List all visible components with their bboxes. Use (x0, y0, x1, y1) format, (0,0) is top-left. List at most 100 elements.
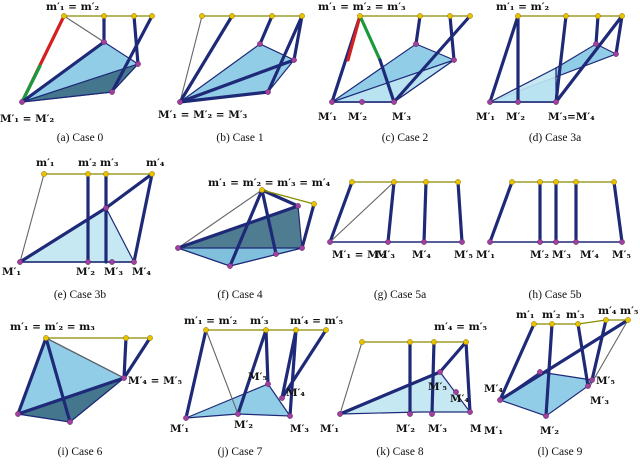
point-label: M′₁ (2, 266, 21, 278)
top-vertex (349, 179, 355, 185)
point-label: M′₁ = M′₂ (332, 249, 386, 261)
bottom-vertex (265, 381, 271, 387)
strut-line (20, 40, 106, 104)
point-label: M′₄ (450, 393, 469, 405)
point-label: M′₂ (76, 266, 95, 278)
strut-line (177, 189, 263, 249)
point-label: M′₄ (286, 387, 305, 399)
top-vertex (259, 187, 265, 193)
bottom-vertex (467, 409, 473, 415)
strut-line (44, 336, 72, 424)
plane-face (177, 247, 303, 267)
strut-line (178, 58, 296, 104)
panel-caption: (h) Case 5b (528, 289, 581, 301)
panel-caption: (k) Case 8 (376, 446, 424, 458)
top-vertex (537, 179, 543, 185)
point-label: M′₃ (376, 249, 395, 261)
bottom-vertex (585, 383, 591, 389)
strut-line (378, 58, 396, 104)
top-vertex (625, 317, 631, 323)
strut-line (16, 376, 126, 416)
strut-line (260, 188, 300, 208)
top-vertex (509, 179, 515, 185)
top-vertex (467, 13, 473, 19)
point-label: M′₄ = M′₅ (128, 375, 182, 387)
panel-caption: (i) Case 6 (58, 446, 103, 458)
strut-line (122, 336, 128, 380)
point-label: m′₁ = m′₂ (184, 315, 237, 327)
point-label: m′₄ (146, 157, 165, 169)
strut-line (358, 14, 382, 62)
point-label: M′₄ (412, 249, 431, 261)
top-vertex (417, 13, 423, 19)
panel-case-5a: M′₁ = M′₂M′₃ M′₄ M′₅ (g) Case 5a (327, 179, 473, 301)
top-vertex (263, 327, 269, 333)
point-label: M (470, 423, 482, 435)
point-label: M′₃ (552, 249, 571, 261)
bottom-vertex (279, 395, 285, 401)
bottom-vertex (413, 41, 419, 47)
strut-line (178, 90, 270, 104)
strut-line (122, 336, 152, 380)
point-label: m′₃ (100, 157, 119, 169)
top-vertex (299, 13, 305, 19)
top-vertex (43, 335, 49, 341)
bottom-vertex (421, 239, 427, 245)
bottom-vertex (337, 411, 343, 417)
bottom-vertex (287, 413, 293, 419)
bottom-vertex (543, 413, 549, 419)
point-label: M′₄ (484, 383, 503, 395)
top-vertex (131, 13, 137, 19)
strut-line (205, 329, 239, 415)
top-vertex (101, 13, 107, 19)
bottom-vertex (227, 263, 233, 269)
top-vertex (293, 327, 299, 333)
point-label: m′₄ = m′₅ (290, 315, 343, 327)
panel-case-9: m′₁ m′₂ m′₃ m′₄ m′₅ M′₄ M′₅ M′₃ M′₁ M′₂ (l) Case 9 (484, 305, 639, 458)
bottom-vertex (17, 259, 23, 265)
strut-line (576, 322, 590, 388)
top-vertex (595, 13, 601, 19)
top-vertex (199, 13, 205, 19)
bottom-vertex (453, 389, 459, 395)
bottom-vertex (537, 239, 543, 245)
bottom-vertex (613, 51, 619, 57)
bottom-vertex (265, 89, 271, 95)
bottom-vertex (299, 245, 305, 251)
point-label: m′₁ (516, 309, 534, 321)
strut-line (179, 15, 203, 103)
top-vertex (549, 321, 555, 327)
bottom-vertex (19, 99, 25, 105)
point-label: M′₂ (530, 249, 549, 261)
bottom-vertex (135, 61, 141, 67)
strut-line (339, 341, 363, 415)
top-vertex (575, 321, 581, 327)
point-label: M′₂ (540, 425, 559, 437)
strut-line (260, 188, 278, 256)
strut-line (132, 172, 154, 264)
panel-case-7: m′₁ = m′₂ m′₃ m′₄ = m′₅ M′₅ M′₄ M′₁ M′₂ M′₃ (j) … (170, 315, 343, 458)
point-label: M′₃ (590, 395, 609, 407)
point-label: M′₅ (596, 375, 615, 387)
point-label: M′₃ (290, 423, 309, 435)
bottom-vertex (407, 411, 413, 417)
bottom-vertex (391, 99, 397, 105)
point-label: m′₁ = m′₂ (496, 1, 549, 13)
strut-line (594, 14, 600, 46)
panel-caption: (c) Case 2 (382, 132, 429, 144)
bottom-vertex (487, 239, 493, 245)
strut-line (456, 180, 464, 244)
bottom-vertex (515, 99, 521, 105)
strut-line (422, 180, 428, 244)
top-vertex (103, 171, 109, 177)
strut-line (236, 328, 268, 416)
top-vertex (147, 335, 153, 341)
point-label: M′₁ (318, 111, 337, 123)
bottom-vertex (327, 239, 333, 245)
point-label: M′₅ (612, 249, 631, 261)
point-label: M′₅ (428, 381, 447, 393)
strut-line (392, 14, 472, 104)
panel-caption: (j) Case 7 (218, 446, 263, 458)
strut-line (292, 14, 304, 62)
